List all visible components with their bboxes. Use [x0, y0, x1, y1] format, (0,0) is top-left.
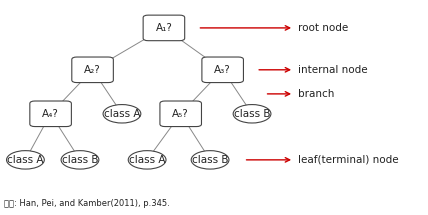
FancyBboxPatch shape: [143, 15, 185, 41]
Ellipse shape: [128, 151, 166, 169]
Text: class B: class B: [234, 109, 270, 119]
Text: A₄?: A₄?: [42, 109, 59, 119]
Text: A₅?: A₅?: [172, 109, 189, 119]
Text: class B: class B: [192, 155, 228, 165]
Text: A₃?: A₃?: [214, 65, 231, 75]
Text: A₁?: A₁?: [155, 23, 172, 33]
Ellipse shape: [61, 151, 99, 169]
Text: internal node: internal node: [298, 65, 368, 75]
Text: branch: branch: [298, 89, 335, 99]
Ellipse shape: [6, 151, 45, 169]
Text: class A: class A: [104, 109, 140, 119]
Text: 자료: Han, Pei, and Kamber(2011), p.345.: 자료: Han, Pei, and Kamber(2011), p.345.: [4, 199, 170, 208]
Ellipse shape: [233, 104, 271, 123]
FancyBboxPatch shape: [72, 57, 113, 83]
Text: leaf(terminal) node: leaf(terminal) node: [298, 155, 399, 165]
Text: A₂?: A₂?: [84, 65, 101, 75]
Ellipse shape: [191, 151, 229, 169]
FancyBboxPatch shape: [202, 57, 244, 83]
Ellipse shape: [103, 104, 141, 123]
Text: class A: class A: [129, 155, 165, 165]
FancyBboxPatch shape: [30, 101, 71, 127]
Text: root node: root node: [298, 23, 348, 33]
FancyBboxPatch shape: [160, 101, 202, 127]
Text: class B: class B: [62, 155, 98, 165]
Text: class A: class A: [7, 155, 44, 165]
